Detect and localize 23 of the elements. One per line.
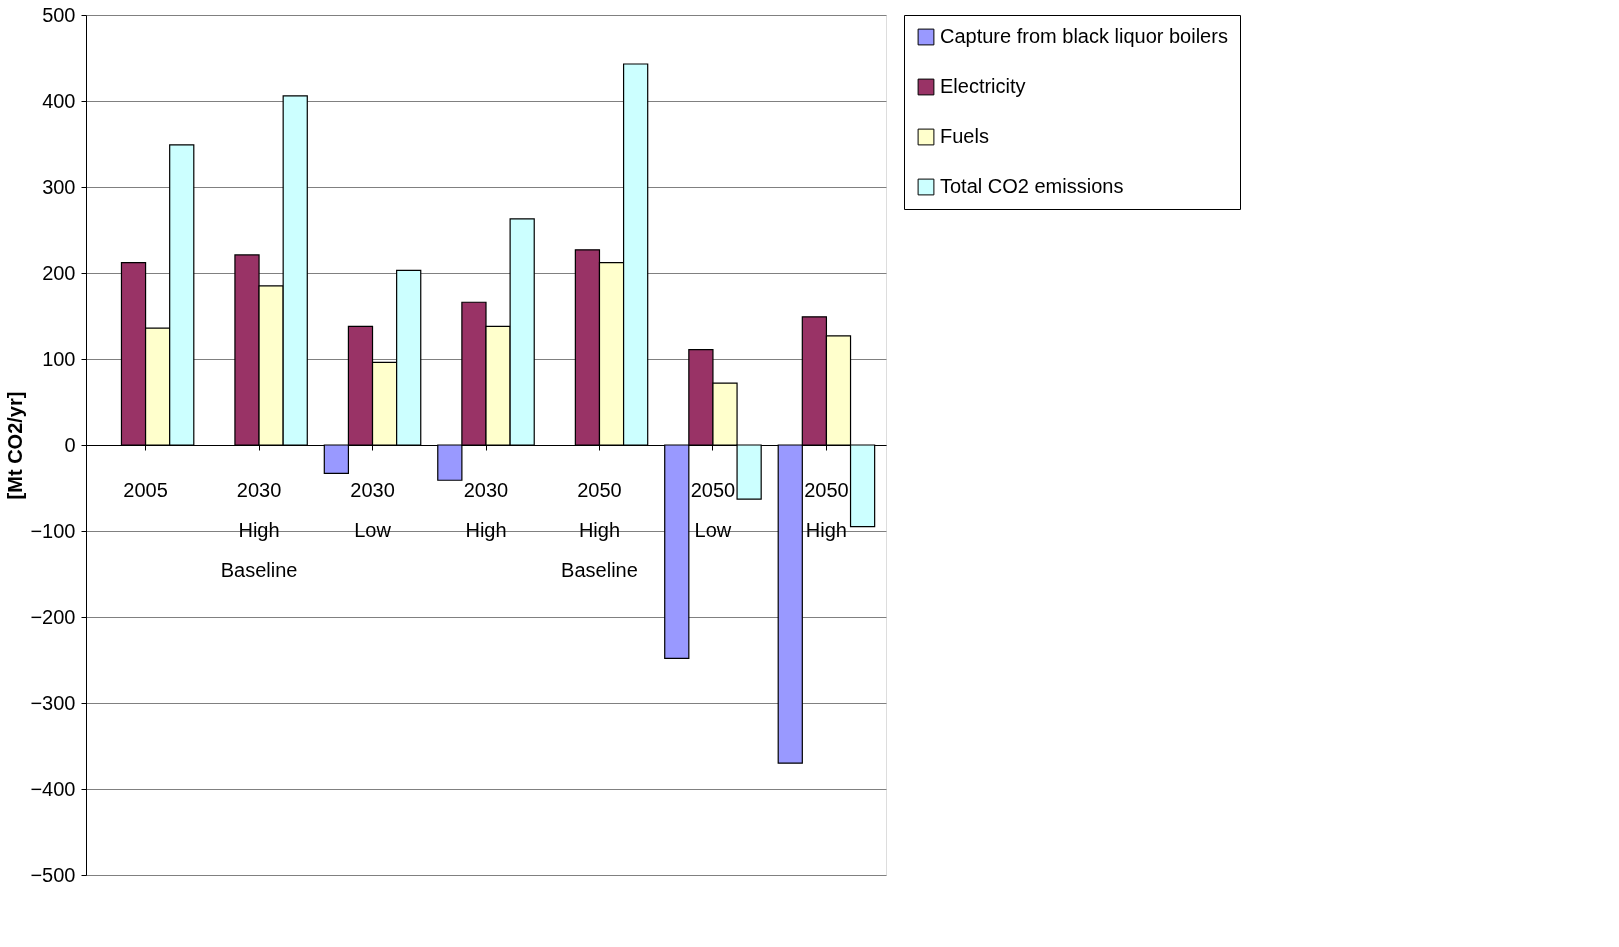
x-tick-label: 2030 High Baseline xyxy=(220,478,298,581)
x-tick-label: 2005 xyxy=(123,478,168,501)
y-tick-label: 300 xyxy=(42,175,76,198)
y-tick-label: 200 xyxy=(42,261,76,284)
legend-label: Total CO2 emissions xyxy=(940,175,1124,197)
y-tick-label: −500 xyxy=(30,863,76,886)
x-tick-label: 2050 Low xyxy=(690,478,736,541)
legend-label: Capture from black liquor boilers xyxy=(940,25,1228,47)
legend-label: Electricity xyxy=(940,75,1026,97)
x-tick-label: 2050 High Baseline xyxy=(561,478,638,581)
legend-label: Fuels xyxy=(940,125,989,147)
x-tick-label: 2050 High xyxy=(804,478,849,541)
y-tick-label: 100 xyxy=(42,347,76,370)
y-tick-label: −400 xyxy=(30,777,76,800)
y-tick-label: −300 xyxy=(30,691,76,714)
y-tick-label: 0 xyxy=(64,433,76,456)
y-axis-title: [Mt CO2/yr] xyxy=(4,391,27,500)
x-tick-label: 2030 High xyxy=(463,478,509,541)
y-tick-label: 500 xyxy=(42,3,76,26)
y-tick-label: 400 xyxy=(42,89,76,112)
y-tick-label: −100 xyxy=(30,519,76,542)
y-tick-label: −200 xyxy=(30,605,76,628)
x-tick-label: 2030 Low xyxy=(350,478,395,541)
